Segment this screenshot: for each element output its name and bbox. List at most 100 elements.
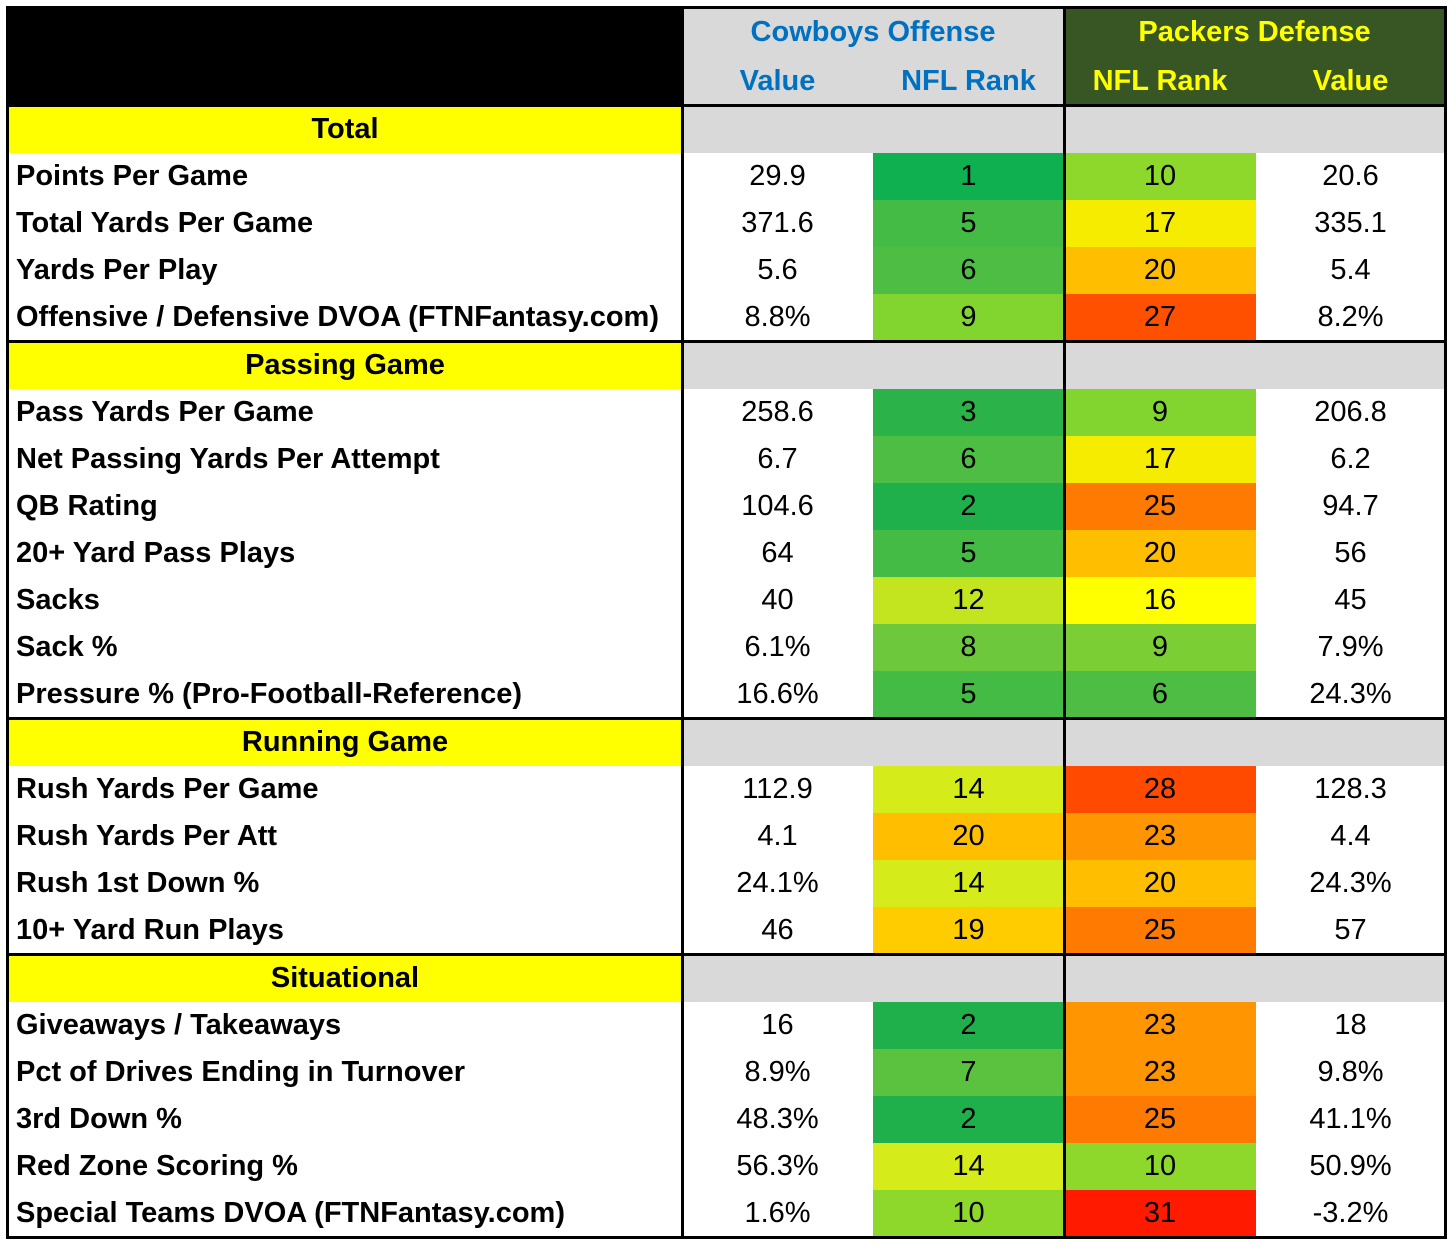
stat-label: 3rd Down % <box>16 1103 182 1135</box>
packers-value: 57 <box>1334 914 1367 946</box>
stat-label: Net Passing Yards Per Attempt <box>16 443 440 475</box>
packers-rank: 25 <box>1064 907 1256 954</box>
cowboys-value: 6.1% <box>744 631 811 663</box>
packers-rank: 31 <box>1064 1190 1256 1237</box>
cowboys-value: 258.6 <box>741 396 814 428</box>
stat-label: Offensive / Defensive DVOA (FTNFantasy.c… <box>16 301 659 333</box>
packers-value: -3.2% <box>1312 1197 1389 1229</box>
stat-label: Rush Yards Per Att <box>16 820 278 852</box>
packers-value: 50.9% <box>1309 1150 1392 1182</box>
packers-value: 9.8% <box>1317 1056 1384 1088</box>
stat-label: QB Rating <box>16 490 158 522</box>
packers-rank: 27 <box>1064 294 1256 341</box>
cowboys-rank: 12 <box>873 577 1064 624</box>
cowboys-rank-header: NFL Rank <box>901 64 1036 97</box>
packers-value: 5.4 <box>1330 254 1371 286</box>
stat-label: Pct of Drives Ending in Turnover <box>16 1056 466 1088</box>
cowboys-value: 112.9 <box>742 773 813 805</box>
cowboys-rank: 5 <box>873 530 1064 577</box>
section-header: Situational <box>8 954 682 1002</box>
cowboys-rank: 3 <box>873 389 1064 436</box>
section-divider <box>8 953 1445 956</box>
packers-value: 6.2 <box>1330 443 1371 475</box>
packers-rank: 23 <box>1064 813 1256 860</box>
cowboys-rank: 10 <box>873 1190 1064 1237</box>
cowboys-value: 24.1% <box>736 867 819 899</box>
label-column-divider <box>681 6 684 1239</box>
cowboys-rank: 7 <box>873 1049 1064 1096</box>
cowboys-rank: 20 <box>873 813 1064 860</box>
cowboys-value: 29.9 <box>749 160 806 192</box>
packers-value-header: Value <box>1312 64 1389 97</box>
table-border-right <box>1444 6 1447 1239</box>
packers-rank: 25 <box>1064 483 1256 530</box>
packers-value: 128.3 <box>1314 773 1387 805</box>
cowboys-value: 5.6 <box>757 254 798 286</box>
packers-value: 4.4 <box>1330 820 1371 852</box>
cowboys-rank: 6 <box>873 247 1064 294</box>
cowboys-rank: 5 <box>873 671 1064 718</box>
stat-label: Pressure % (Pro-Football-Reference) <box>16 678 523 710</box>
packers-rank: 20 <box>1064 247 1256 294</box>
packers-value: 45 <box>1334 584 1367 616</box>
section-header: Passing Game <box>8 341 682 389</box>
stat-label: Pass Yards Per Game <box>16 396 314 428</box>
cowboys-rank: 8 <box>873 624 1064 671</box>
cowboys-offense-title: Cowboys Offense <box>750 16 996 48</box>
packers-rank: 23 <box>1064 1002 1256 1049</box>
packers-rank: 10 <box>1064 1143 1256 1190</box>
cowboys-rank: 1 <box>873 153 1064 200</box>
packers-rank: 20 <box>1064 530 1256 577</box>
stat-label: Sack % <box>16 631 118 663</box>
packers-value: 41.1% <box>1309 1103 1392 1135</box>
cowboys-rank: 14 <box>873 860 1064 907</box>
section-header: Total <box>8 105 682 153</box>
cowboys-value: 104.6 <box>741 490 814 522</box>
packers-header-bg <box>1064 8 1445 105</box>
stat-label: 20+ Yard Pass Plays <box>16 537 296 569</box>
cowboys-rank: 6 <box>873 436 1064 483</box>
packers-rank: 9 <box>1064 624 1256 671</box>
table-border-top <box>6 6 1447 9</box>
stat-label: Giveaways / Takeaways <box>16 1009 342 1041</box>
packers-value: 24.3% <box>1309 678 1392 710</box>
packers-value: 206.8 <box>1314 396 1387 428</box>
packers-value: 8.2% <box>1317 301 1384 333</box>
stat-label: Total Yards Per Game <box>16 207 314 239</box>
cowboys-value: 6.7 <box>757 443 798 475</box>
packers-rank: 20 <box>1064 860 1256 907</box>
cowboys-rank: 2 <box>873 483 1064 530</box>
stat-label: Sacks <box>16 584 100 616</box>
packers-rank: 17 <box>1064 436 1256 483</box>
stat-label: Rush Yards Per Game <box>16 773 319 805</box>
packers-rank: 10 <box>1064 153 1256 200</box>
cowboys-rank: 19 <box>873 907 1064 954</box>
packers-value: 94.7 <box>1322 490 1379 522</box>
packers-rank: 25 <box>1064 1096 1256 1143</box>
packers-rank: 16 <box>1064 577 1256 624</box>
packers-rank: 28 <box>1064 766 1256 813</box>
table-border-bottom <box>6 1236 1447 1239</box>
packers-value: 56 <box>1334 537 1367 569</box>
cowboys-value: 48.3% <box>736 1103 819 1135</box>
packers-value: 20.6 <box>1322 160 1379 192</box>
section-divider <box>8 717 1445 720</box>
packers-rank-header: NFL Rank <box>1092 64 1228 97</box>
cowboys-rank: 14 <box>873 1143 1064 1190</box>
stat-label: Rush 1st Down % <box>16 867 260 899</box>
packers-rank: 23 <box>1064 1049 1256 1096</box>
cowboys-value-header: Value <box>739 64 816 97</box>
cowboys-rank: 14 <box>873 766 1064 813</box>
stat-label: 10+ Yard Run Plays <box>16 914 284 946</box>
packers-value: 24.3% <box>1309 867 1392 899</box>
packers-rank: 6 <box>1064 671 1256 718</box>
stat-label: Points Per Game <box>16 160 249 192</box>
packers-rank: 9 <box>1064 389 1256 436</box>
stat-label: Red Zone Scoring % <box>16 1150 298 1182</box>
cowboys-header-bg <box>682 8 1064 105</box>
packers-value: 335.1 <box>1314 207 1387 239</box>
section-divider <box>8 340 1445 343</box>
cowboys-value: 4.1 <box>757 820 798 852</box>
cowboys-value: 371.6 <box>741 207 814 239</box>
